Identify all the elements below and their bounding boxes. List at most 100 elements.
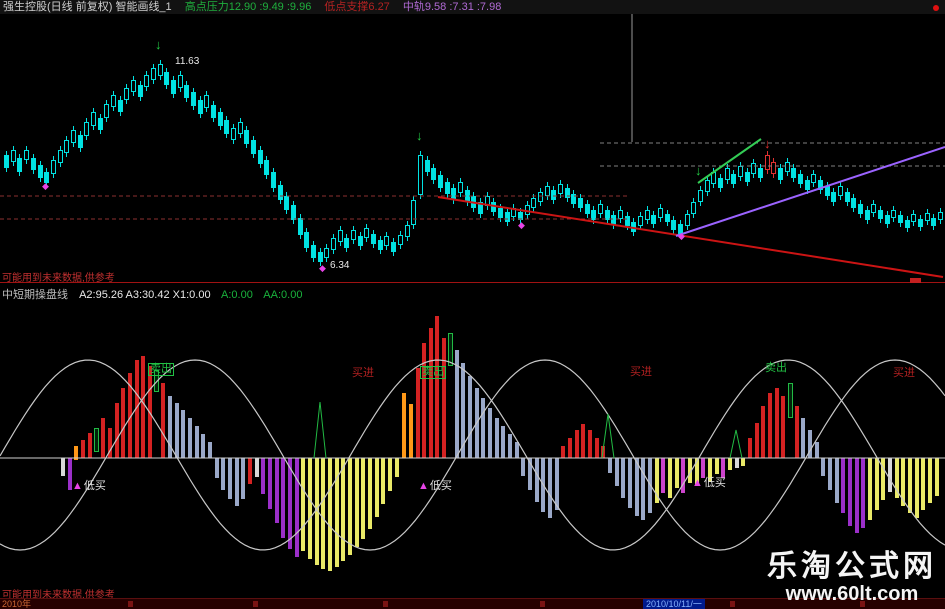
- candle: [231, 128, 236, 140]
- timeline-tick: [383, 601, 388, 607]
- candle: [391, 242, 396, 252]
- candle: [371, 234, 376, 244]
- candle: [124, 88, 129, 100]
- candle: [264, 160, 269, 175]
- candle: [44, 172, 49, 183]
- candle: [118, 100, 123, 112]
- candle: [138, 85, 143, 97]
- candle: [17, 158, 22, 172]
- timeline-tick: [730, 601, 735, 607]
- indicator-header: 中短期操盘线 A2:95.26 A3:30.42 X1:0.00 A:0.00 …: [2, 286, 310, 302]
- signal-label: 买进: [352, 367, 374, 379]
- timeline-tick: [128, 601, 133, 607]
- candle: [78, 135, 83, 148]
- price-label: 11.63: [175, 56, 200, 67]
- timeline-tick: [540, 601, 545, 607]
- candle: [565, 188, 570, 198]
- candle: [331, 238, 336, 250]
- candle: [84, 122, 89, 136]
- signal-label: 卖出: [765, 362, 787, 374]
- candle: [431, 168, 436, 180]
- candle: [4, 155, 9, 168]
- candle: [411, 200, 416, 225]
- candle: [144, 75, 149, 87]
- magenta-diamond-icon: ◆: [319, 263, 326, 273]
- candle: [378, 240, 383, 250]
- candle: [24, 150, 29, 160]
- candle: [31, 158, 36, 170]
- candle: [338, 230, 343, 242]
- divider-red-marker: [910, 278, 921, 283]
- signal-label: 卖出: [148, 363, 174, 376]
- candle: [318, 252, 323, 262]
- candle: [238, 122, 243, 134]
- candle: [58, 150, 63, 163]
- candle: [445, 182, 450, 194]
- candle: [71, 130, 76, 143]
- indicator-aa-value: AA:0.00: [263, 289, 303, 301]
- red-down-arrow-icon: ↓: [764, 136, 771, 151]
- high-pressure-value: 高点压力12.90 :9.49 :9.96: [184, 1, 312, 13]
- candle: [98, 118, 103, 130]
- candle: [551, 190, 556, 200]
- candle: [311, 245, 316, 258]
- candle: [458, 182, 463, 193]
- signal-label: 买进: [893, 367, 915, 379]
- signal-label: ▲低买: [72, 480, 106, 492]
- candle: [224, 120, 229, 134]
- candle: [364, 228, 369, 238]
- candle: [251, 140, 256, 154]
- candle: [211, 105, 216, 118]
- timeline-axis[interactable]: 2010年 2010/10/11/一: [0, 598, 945, 609]
- magenta-diamond-icon: ◆: [518, 220, 525, 230]
- signal-label: 买进: [630, 366, 652, 378]
- magenta-diamond-icon: ◆: [42, 181, 49, 191]
- candle: [64, 140, 69, 153]
- candle: [104, 104, 109, 118]
- candle: [451, 188, 456, 200]
- candle: [38, 165, 43, 178]
- candle: [218, 112, 223, 126]
- candle: [11, 150, 16, 162]
- candle: [131, 80, 136, 92]
- candle: [284, 196, 289, 210]
- candle: [418, 155, 423, 195]
- mid-rail-value: 中轨9.58 :7.31 :7.98: [402, 1, 502, 13]
- timeline-tick: [253, 601, 258, 607]
- candle: [198, 100, 203, 114]
- candle: [298, 218, 303, 235]
- candle: [324, 248, 329, 258]
- alert-dot: [933, 5, 939, 11]
- low-support-value: 低点支撑6.27: [324, 1, 390, 13]
- candle: [158, 64, 163, 76]
- candle: [204, 95, 209, 108]
- watermark: 乐淘公式网 www.60lt.com: [767, 551, 937, 606]
- candle: [344, 238, 349, 248]
- green-down-arrow-icon: ↓: [695, 163, 702, 178]
- candle: [558, 184, 563, 194]
- candle: [178, 75, 183, 88]
- candle: [304, 232, 309, 248]
- future-data-notice-top: 可能用到未来数据,供参考: [2, 273, 115, 284]
- indicator-params: A2:95.26 A3:30.42 X1:0.00: [79, 289, 211, 301]
- candle: [191, 92, 196, 106]
- candle: [111, 95, 116, 107]
- candle: [171, 80, 176, 94]
- signal-label: ▲低买: [418, 480, 452, 492]
- title-bar: 强生控股(日线 前复权) 智能画线_1 高点压力12.90 :9.49 :9.9…: [0, 0, 945, 14]
- candle: [244, 130, 249, 144]
- candle: [425, 160, 430, 172]
- green-down-arrow-icon: ↓: [416, 128, 423, 143]
- candle: [164, 72, 169, 85]
- stock-title: 强生控股(日线 前复权) 智能画线_1: [3, 1, 172, 13]
- candle: [438, 175, 443, 188]
- price-label: 6.34: [330, 260, 350, 271]
- signal-label: ▲低买: [692, 477, 726, 489]
- candle: [384, 236, 389, 246]
- timeline-year: 2010年: [2, 599, 32, 609]
- candle: [351, 230, 356, 240]
- candle: [184, 85, 189, 98]
- watermark-site-url: www.60lt.com: [785, 583, 919, 605]
